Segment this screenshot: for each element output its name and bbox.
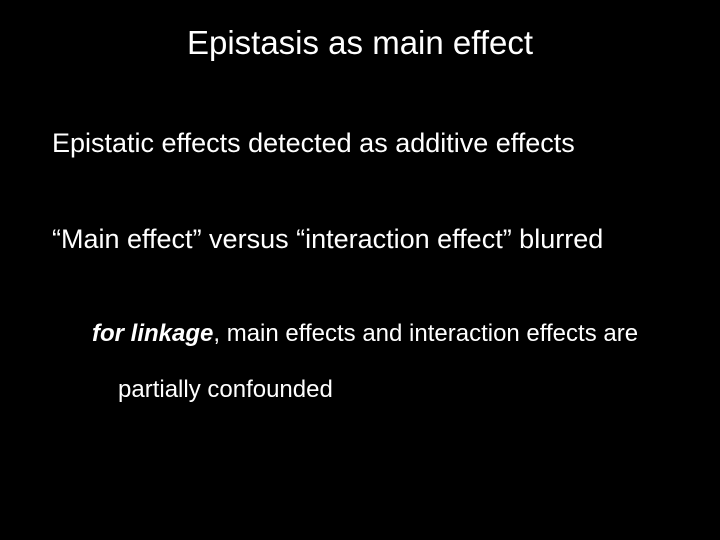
bullet-3-lead: for linkage bbox=[92, 320, 213, 347]
bullet-1: Epistatic effects detected as additive e… bbox=[52, 128, 575, 159]
bullet-4: partially confounded bbox=[118, 376, 333, 404]
slide: Epistasis as main effect Epistatic effec… bbox=[0, 0, 720, 540]
bullet-3-rest: , main effects and interaction effects a… bbox=[213, 320, 638, 347]
bullet-3: for linkage, main effects and interactio… bbox=[92, 320, 638, 348]
slide-title: Epistasis as main effect bbox=[0, 24, 720, 62]
bullet-2: “Main effect” versus “interaction effect… bbox=[52, 224, 603, 255]
